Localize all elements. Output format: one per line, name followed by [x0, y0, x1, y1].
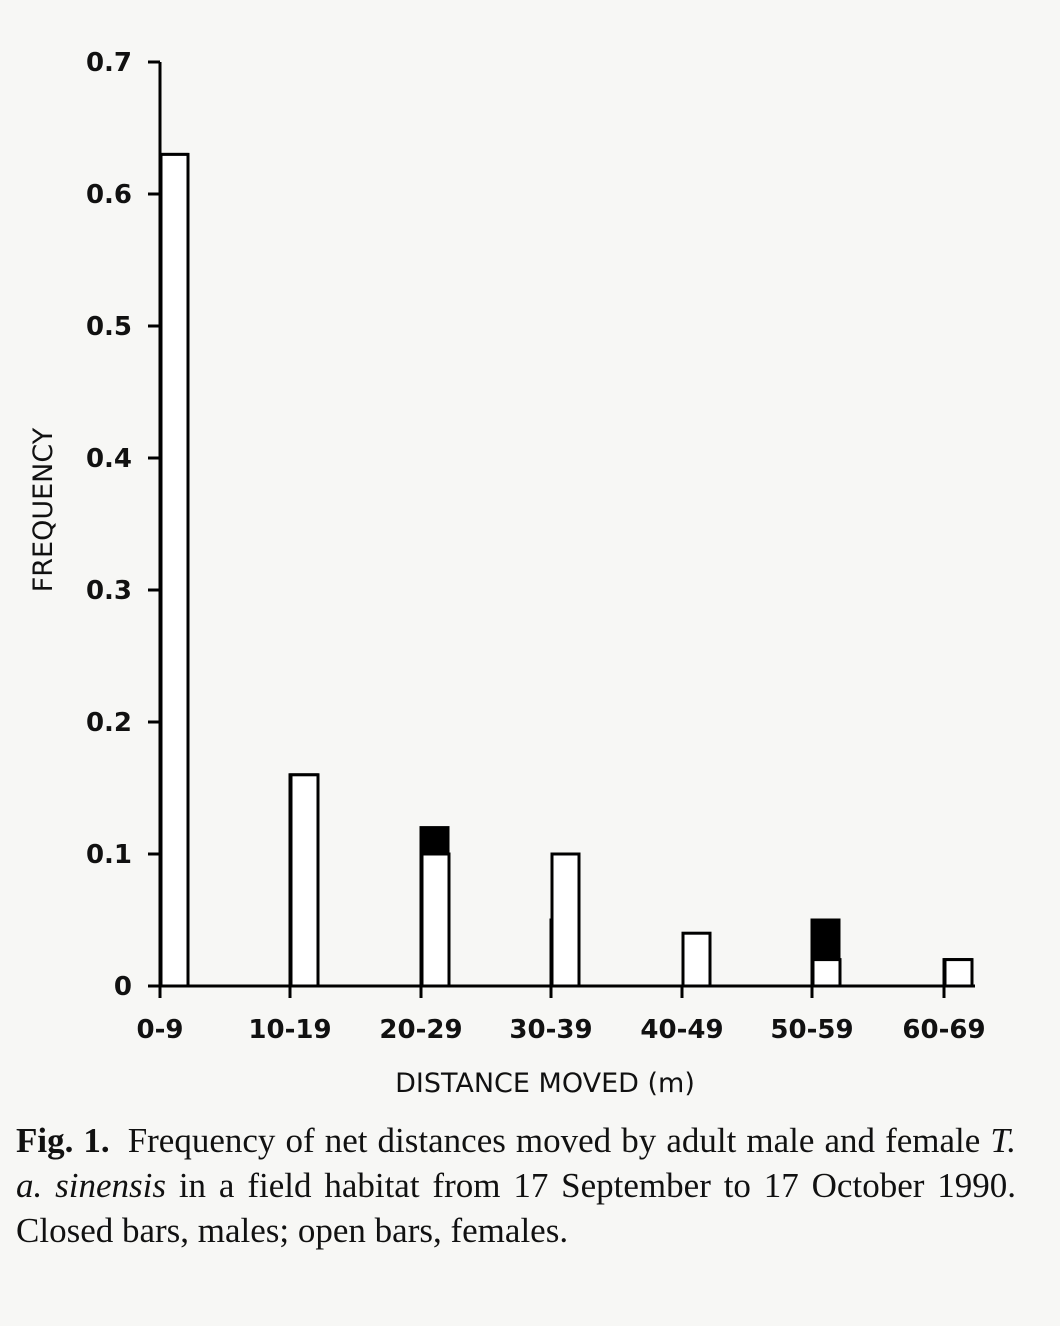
- bar-open-60-69: [943, 958, 974, 988]
- x-axis-title: DISTANCE MOVED (m): [395, 1068, 695, 1099]
- y-tick-label: 0.2: [86, 708, 132, 738]
- bar-chart: 0 0.1 0.2 0.3 0.4 0.5 0.6 0.7 0-9 10-19 20-29 30-39…: [28, 48, 986, 1099]
- x-tick-label: 60-69: [902, 1015, 985, 1045]
- bars-group: [158, 152, 974, 988]
- y-axis-title: FREQUENCY: [28, 427, 59, 592]
- y-tick-label: 0.4: [86, 444, 132, 474]
- caption-text-start: Frequency of net distances moved by adul…: [127, 1121, 991, 1160]
- y-tick-label: 0.7: [86, 48, 132, 78]
- figure-label: Fig. 1.: [16, 1121, 110, 1160]
- y-tick-label: 0.3: [86, 576, 132, 606]
- y-tick-label: 0.1: [86, 840, 132, 870]
- x-tick-label: 20-29: [379, 1015, 462, 1045]
- caption-text-end: in a field habitat from 17 September to …: [16, 1166, 1016, 1250]
- y-tick-label: 0: [114, 972, 132, 1002]
- axes-group: [158, 62, 975, 988]
- ticks-group: 0 0.1 0.2 0.3 0.4 0.5 0.6 0.7 0-9 10-19 20-29 30-39…: [86, 48, 986, 1045]
- bar-open-50-59: [811, 958, 842, 988]
- x-tick-label: 30-39: [509, 1015, 592, 1045]
- x-tick-label: 0-9: [137, 1015, 184, 1045]
- bar-open-30-39: [550, 852, 581, 988]
- bar-open-20-29: [420, 852, 451, 988]
- bar-open-40-49: [681, 931, 712, 988]
- bar-open-0-9: [159, 152, 190, 988]
- figure-caption: Fig. 1. Frequency of net distances moved …: [16, 1118, 1016, 1253]
- y-tick-label: 0.6: [86, 180, 132, 210]
- species-name: T. a. sinensis: [16, 1121, 1016, 1205]
- bar-open-10-19: [289, 773, 320, 988]
- y-tick-label: 0.5: [86, 312, 132, 342]
- x-tick-label: 10-19: [248, 1015, 331, 1045]
- x-tick-label: 50-59: [770, 1015, 853, 1045]
- x-tick-label: 40-49: [640, 1015, 723, 1045]
